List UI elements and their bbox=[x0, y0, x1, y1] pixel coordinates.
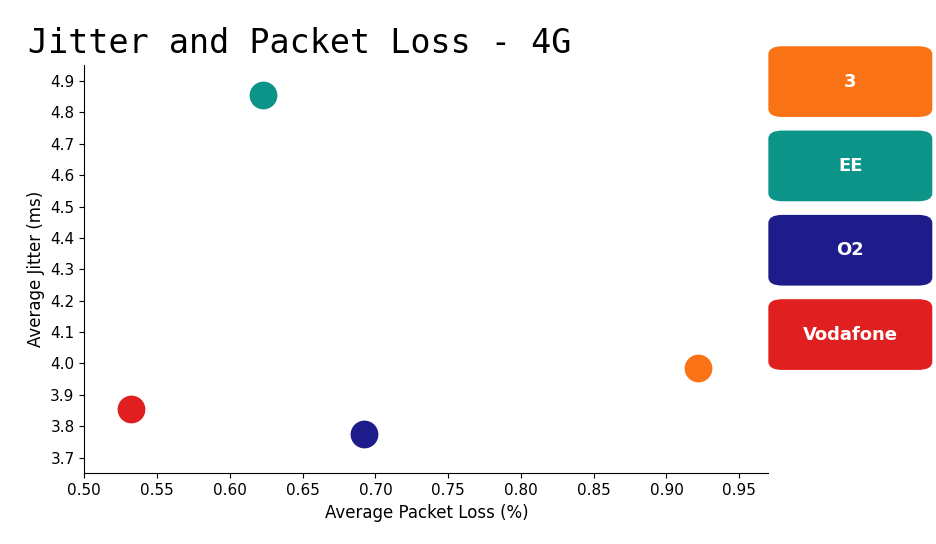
Text: O2: O2 bbox=[836, 241, 863, 259]
Text: 3: 3 bbox=[843, 72, 856, 91]
Text: EE: EE bbox=[837, 157, 862, 175]
X-axis label: Average Packet Loss (%): Average Packet Loss (%) bbox=[324, 504, 528, 522]
Point bbox=[256, 91, 271, 100]
Point bbox=[124, 405, 139, 413]
Point bbox=[356, 430, 371, 438]
Text: Vodafone: Vodafone bbox=[802, 325, 897, 344]
Y-axis label: Average Jitter (ms): Average Jitter (ms) bbox=[26, 191, 45, 348]
Text: Jitter and Packet Loss - 4G: Jitter and Packet Loss - 4G bbox=[28, 27, 571, 60]
Point bbox=[690, 364, 705, 373]
